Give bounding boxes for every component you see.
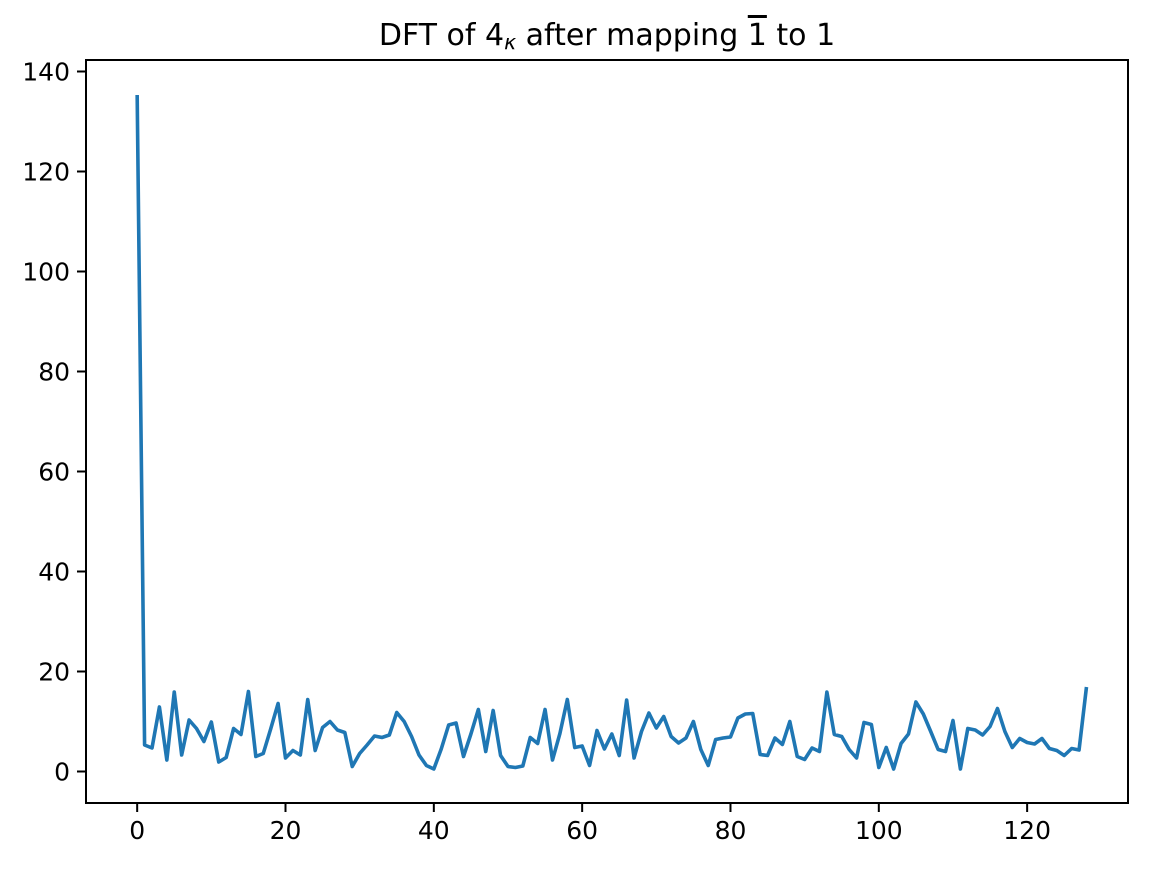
chart-title-prefix: DFT of 4 [378,18,505,53]
x-axis-tick-label: 100 [855,816,903,845]
y-axis-tick-label: 20 [38,658,70,687]
chart-title-kappa-subscript: κ [504,30,517,55]
chart-title-suffix: to 1 [766,18,836,53]
y-axis-tick-label: 80 [38,358,70,387]
x-axis-tick-label: 40 [418,816,450,845]
x-axis-tick-label: 0 [129,816,145,845]
axes-spines [85,59,1129,804]
y-axis-tick-label: 120 [22,158,70,187]
y-axis-tick-label: 140 [22,58,70,87]
y-axis-tick-label: 40 [38,558,70,587]
y-axis-tick-label: 0 [54,758,70,787]
y-axis-tick-label: 100 [22,258,70,287]
x-axis-tick-label: 20 [270,816,302,845]
chart-title-overlined-one: 1 [747,18,767,53]
x-axis-tick-label: 120 [1003,816,1051,845]
chart-title-middle: after mapping [516,18,748,53]
dft-magnitude-line [135,94,1089,771]
y-axis-tick-label: 60 [38,458,70,487]
x-axis-tick-label: 60 [566,816,598,845]
chart-title: DFT of 4κ after mapping 1 to 1 [86,18,1128,55]
x-axis-tick-label: 80 [715,816,747,845]
